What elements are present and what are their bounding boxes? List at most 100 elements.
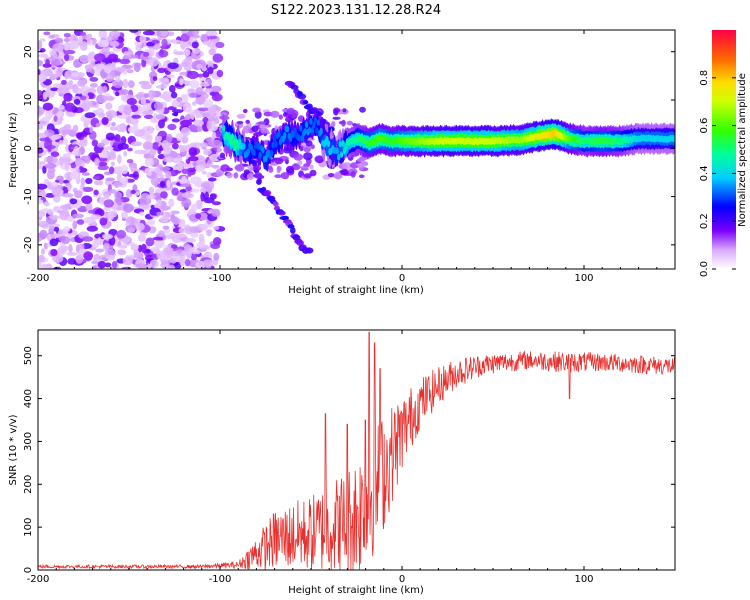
spectrogram-noise-blob [81, 100, 93, 109]
spectrogram-noise-blob [91, 139, 99, 147]
spectrogram-noise-blob [131, 114, 142, 119]
spectrogram-noise-blob [38, 69, 41, 76]
spectrogram-noise-blob [151, 39, 160, 44]
spectrogram-noise-blob [38, 221, 47, 226]
snr-frame [37, 329, 676, 571]
spectrogram-noise-blob [183, 62, 192, 71]
spectrogram-noise-blob [126, 97, 138, 106]
spectrogram-noise-blob [44, 163, 57, 169]
spectrogram-scatter-blob [242, 125, 251, 134]
spectrogram-noise-blob [211, 93, 223, 102]
spectrogram-noise-blob [140, 243, 147, 254]
spectrogram-ridge-cell [242, 142, 246, 150]
spectrogram-noise-blob [62, 138, 69, 145]
spectrogram-ridge-cell [307, 126, 312, 134]
spectrogram-noise-blob [74, 146, 79, 152]
spectrogram-noise-blob [38, 212, 43, 217]
spectrogram-noise-blob [38, 40, 43, 50]
spectrogram-noise-blob [191, 30, 200, 36]
spectrogram-noise-blob [77, 79, 86, 87]
spectrogram-scatter-blob [297, 160, 303, 166]
colorbar-tick-label: 0.0 [699, 261, 710, 277]
spectrogram-frame [37, 29, 676, 270]
spectrogram-noise-blob [68, 80, 74, 85]
spectrogram-noise-blob [114, 134, 121, 143]
spectrogram-noise-blob [210, 193, 217, 200]
spectrogram-scatter-blob [305, 140, 313, 147]
spectrogram-x-label: Height of straight line (km) [288, 285, 424, 296]
spectrogram-noise-blob [159, 180, 166, 188]
spectrogram-noise-blob [110, 161, 115, 167]
spectrogram-noise-blob [94, 157, 100, 167]
spectrogram-noise-blob [51, 52, 58, 59]
spectrogram-noise-blob [142, 110, 154, 115]
spectrogram-noise-blob [97, 260, 107, 269]
spectrogram-scatter-blob [219, 152, 226, 159]
spectrogram-upper-branch [290, 84, 299, 90]
spectrogram-diagonal-branch [278, 210, 286, 216]
spectrogram-noise-blob [139, 211, 145, 216]
spectrogram-noise-blob [82, 90, 89, 96]
spectrogram-noise-blob [91, 39, 97, 46]
spectrogram-noise-blob [210, 120, 216, 130]
spectrogram-noise-blob [93, 189, 99, 196]
spectrogram-ridge-cell [676, 132, 679, 146]
spectrogram-noise-blob [115, 124, 126, 133]
spectrogram-noise-blob [130, 141, 143, 147]
spectrogram-noise-blob [61, 129, 74, 135]
spectrogram-noise-blob [105, 177, 116, 182]
spectrogram-scatter-blob [350, 170, 356, 178]
spectrogram-noise-blob [73, 60, 81, 68]
spectrogram-noise-blob [72, 213, 84, 219]
spectrogram-x-tick-label: 0 [399, 273, 405, 284]
spectrogram-noise-blob [148, 186, 155, 195]
spectrogram-diagonal-branch [282, 215, 289, 221]
spectrogram-noise-blob [97, 142, 105, 148]
spectrogram-noise-blob [101, 117, 109, 125]
spectrogram-noise-blob [190, 112, 195, 120]
spectrogram-noise-blob [105, 102, 113, 110]
spectrogram-noise-blob [86, 225, 99, 232]
spectrogram-noise-blob [102, 233, 113, 240]
spectrogram-scatter-blob [342, 108, 347, 113]
spectrogram-noise-blob [123, 151, 128, 157]
spectrogram-noise-blob [129, 30, 139, 33]
spectrogram-x-ticks: -200 -100 0 100 [27, 30, 676, 284]
spectrogram-noise-blob [68, 40, 80, 50]
spectrogram-noise-blob [42, 91, 48, 100]
spectrogram-noise-blob [187, 172, 192, 177]
spectrogram-ridge-cell [299, 124, 303, 132]
spectrogram-noise-blob [39, 161, 46, 165]
spectrogram-noise-blob [43, 31, 51, 36]
spectrogram-noise-blob [45, 109, 53, 118]
spectrogram-noise-blob [89, 83, 98, 88]
spectrogram-noise-blob [50, 87, 60, 92]
spectrogram-ridge-cell [273, 135, 277, 143]
spectrogram-noise-blob [206, 230, 212, 237]
spectrogram-scatter-blob [285, 165, 295, 174]
spectrogram-noise-blob [48, 34, 55, 39]
spectrogram-noise-blob [107, 53, 119, 62]
snr-x-tick-label: -100 [209, 574, 232, 585]
spectrogram-noise-blob [53, 266, 62, 269]
spectrogram-noise-blob [192, 101, 197, 106]
spectrogram-scatter-blob [280, 172, 290, 180]
spectrogram-noise-blob [125, 222, 130, 227]
spectrogram-noise-blob [64, 71, 69, 80]
spectrogram-noise-blob [122, 78, 129, 89]
spectrogram-noise-blob [180, 127, 191, 137]
spectrogram-noise-blob [189, 80, 200, 89]
spectrogram-noise-blob [133, 249, 140, 257]
spectrogram-noise-blob [161, 38, 168, 48]
spectrogram-noise-blob [200, 192, 205, 202]
spectrogram-noise-blob [179, 189, 188, 193]
spectrogram-noise-blob [156, 135, 163, 141]
spectrogram-noise-blob [80, 177, 86, 186]
snr-x-tick-label: -200 [27, 574, 50, 585]
spectrogram-noise-blob [213, 225, 220, 230]
spectrogram-noise-blob [213, 252, 220, 261]
spectrogram-noise-blob [175, 132, 183, 142]
spectrogram-noise-blob [173, 261, 182, 269]
snr-y-tick-label: 500 [23, 346, 34, 365]
spectrogram-ridge-cell [300, 134, 304, 142]
